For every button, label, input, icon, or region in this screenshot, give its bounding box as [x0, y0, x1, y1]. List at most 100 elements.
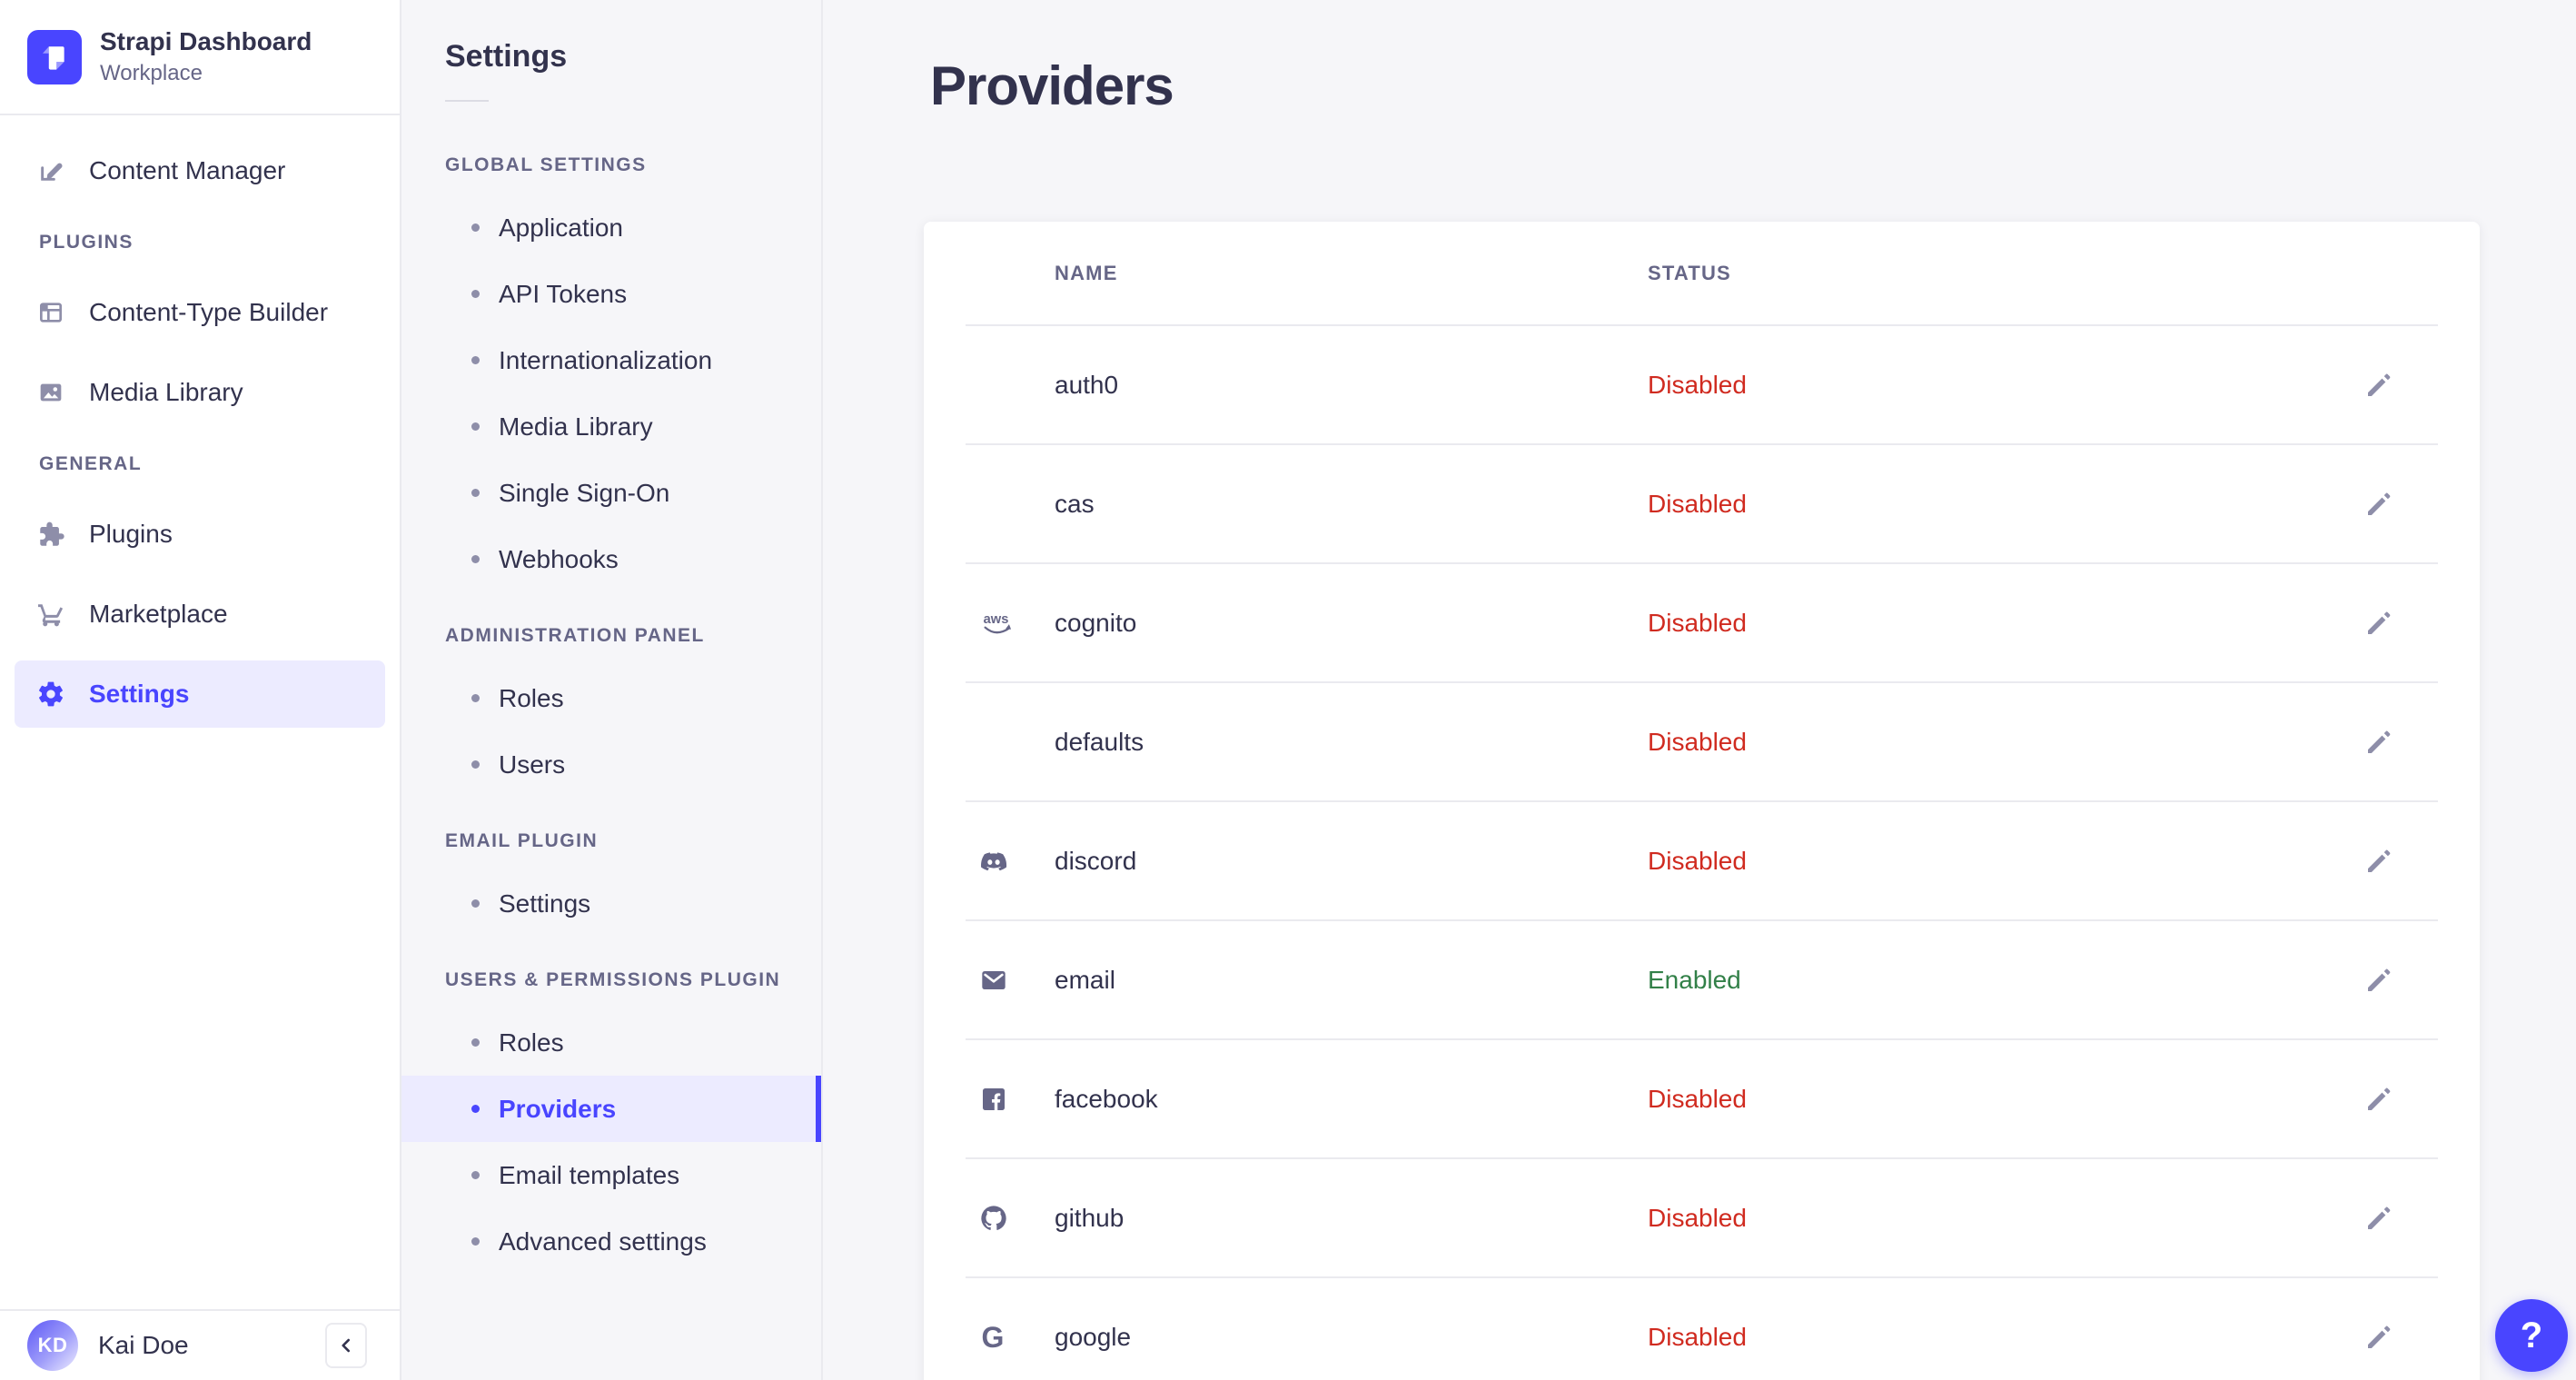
provider-status: Disabled: [1648, 727, 1747, 756]
facebook-icon: [979, 1085, 1055, 1114]
providers-table: NAME STATUS auth0 Disabled cas Disabled …: [924, 222, 2480, 1380]
edit-provider-button[interactable]: [2361, 1200, 2397, 1236]
edit-provider-button[interactable]: [2361, 724, 2397, 760]
provider-status: Disabled: [1648, 1084, 1747, 1113]
table-header: NAME STATUS: [924, 222, 2480, 326]
subnav-item-email-templates[interactable]: Email templates: [401, 1142, 821, 1208]
sidebar-item-label: Settings: [89, 680, 190, 708]
bullet-icon: [471, 899, 480, 908]
media-library-icon: [36, 378, 65, 407]
subnav-item-up-roles[interactable]: Roles: [401, 1009, 821, 1076]
subnav-item-email-settings[interactable]: Settings: [401, 870, 821, 937]
edit-provider-button[interactable]: [2361, 367, 2397, 403]
sidebar-section-plugins: PLUGINS: [39, 232, 134, 253]
subnav-divider: [445, 100, 489, 102]
bullet-icon: [471, 694, 480, 702]
table-row: aws cognito Disabled: [924, 563, 2480, 683]
main-content: Providers NAME STATUS auth0 Disabled cas…: [823, 0, 2576, 1380]
table-row: defaults Disabled: [924, 682, 2480, 802]
provider-status: Disabled: [1648, 370, 1747, 399]
bullet-icon: [471, 1105, 480, 1113]
bullet-icon: [471, 1237, 480, 1246]
bullet-icon: [471, 356, 480, 364]
subnav-item-media-library[interactable]: Media Library: [401, 393, 821, 460]
pencil-icon: [2368, 1325, 2391, 1348]
pencil-icon: [2368, 1206, 2391, 1229]
sidebar-footer: KD Kai Doe: [0, 1309, 400, 1380]
edit-provider-button[interactable]: [2361, 1319, 2397, 1355]
bullet-icon: [471, 223, 480, 232]
provider-status: Disabled: [1648, 1322, 1747, 1351]
sidebar-item-content-type-builder[interactable]: Content-Type Builder: [15, 279, 385, 346]
main-sidebar: Strapi Dashboard Workplace Content Manag…: [0, 0, 401, 1380]
sidebar-section-general: GENERAL: [39, 453, 143, 474]
table-row: discord Disabled: [924, 801, 2480, 921]
sidebar-collapse-button[interactable]: [325, 1323, 367, 1368]
sidebar-item-label: Marketplace: [89, 600, 228, 628]
pencil-icon: [2368, 968, 2391, 991]
strapi-logo-icon: [27, 29, 82, 84]
subnav-item-api-tokens[interactable]: API Tokens: [401, 261, 821, 327]
bullet-icon: [471, 290, 480, 298]
settings-subnav: Settings GLOBAL SETTINGS Application API…: [401, 0, 823, 1380]
workspace-brand[interactable]: Strapi Dashboard Workplace: [0, 0, 400, 115]
column-header-name: NAME: [1055, 262, 1118, 284]
content-manager-icon: [36, 156, 65, 185]
github-icon: [979, 1204, 1055, 1233]
sidebar-item-label: Content Manager: [89, 156, 286, 184]
bullet-icon: [471, 422, 480, 431]
table-row: email Enabled: [924, 920, 2480, 1040]
edit-provider-button[interactable]: [2361, 605, 2397, 641]
pencil-icon: [2368, 730, 2391, 753]
sidebar-item-media-library[interactable]: Media Library: [15, 359, 385, 426]
provider-status: Disabled: [1648, 489, 1747, 518]
table-row: cas Disabled: [924, 444, 2480, 564]
table-row: auth0 Disabled: [924, 325, 2480, 445]
provider-name: defaults: [1055, 727, 1144, 756]
sidebar-item-settings[interactable]: Settings: [15, 660, 385, 728]
edit-provider-button[interactable]: [2361, 486, 2397, 522]
provider-name: email: [1055, 965, 1115, 994]
provider-name: discord: [1055, 846, 1137, 875]
svg-text:G: G: [981, 1323, 1004, 1352]
pencil-icon: [2368, 1087, 2391, 1110]
subnav-item-application[interactable]: Application: [401, 194, 821, 261]
subnav-item-internationalization[interactable]: Internationalization: [401, 327, 821, 393]
provider-status: Enabled: [1648, 965, 1741, 994]
sidebar-item-plugins[interactable]: Plugins: [15, 501, 385, 568]
sidebar-item-content-manager[interactable]: Content Manager: [15, 137, 385, 204]
provider-status: Disabled: [1648, 1203, 1747, 1232]
column-header-status: STATUS: [1648, 262, 1731, 284]
subnav-item-admin-users[interactable]: Users: [401, 731, 821, 798]
google-icon: G: [979, 1323, 1055, 1352]
chevron-left-icon: [334, 1334, 358, 1357]
workspace-subtitle: Workplace: [100, 61, 203, 85]
subnav-section-administration-panel: ADMINISTRATION PANEL: [445, 625, 705, 646]
subnav-item-providers[interactable]: Providers: [401, 1076, 821, 1142]
user-avatar[interactable]: KD: [27, 1320, 78, 1371]
help-button[interactable]: ?: [2495, 1299, 2568, 1372]
gear-icon: [36, 680, 65, 709]
provider-name: google: [1055, 1322, 1132, 1351]
bullet-icon: [471, 760, 480, 769]
sidebar-item-label: Plugins: [89, 520, 173, 548]
subnav-section-email-plugin: EMAIL PLUGIN: [445, 830, 599, 851]
bullet-icon: [471, 489, 480, 497]
user-name: Kai Doe: [98, 1331, 189, 1359]
provider-status: Disabled: [1648, 846, 1747, 875]
subnav-item-advanced-settings[interactable]: Advanced settings: [401, 1208, 821, 1275]
sidebar-item-marketplace[interactable]: Marketplace: [15, 581, 385, 648]
subnav-item-webhooks[interactable]: Webhooks: [401, 526, 821, 592]
aws-cognito-icon: aws: [979, 609, 1055, 638]
edit-provider-button[interactable]: [2361, 1081, 2397, 1117]
pencil-icon: [2368, 373, 2391, 396]
subnav-item-single-sign-on[interactable]: Single Sign-On: [401, 460, 821, 526]
bullet-icon: [471, 555, 480, 563]
edit-provider-button[interactable]: [2361, 843, 2397, 879]
subnav-item-admin-roles[interactable]: Roles: [401, 665, 821, 731]
page-title: Providers: [930, 55, 1174, 116]
provider-name: github: [1055, 1203, 1125, 1232]
discord-icon: [979, 847, 1055, 876]
edit-provider-button[interactable]: [2361, 962, 2397, 998]
bullet-icon: [471, 1038, 480, 1047]
